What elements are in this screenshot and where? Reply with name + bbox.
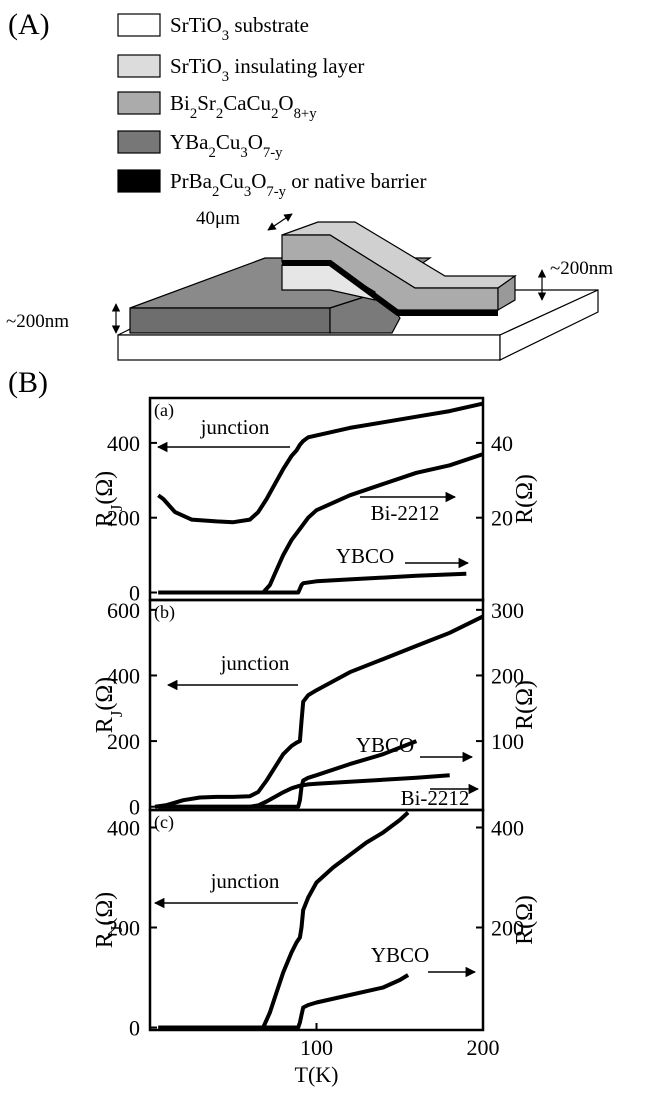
legend-label: SrTiO3 substrate <box>170 13 309 44</box>
x-axis-label: T(K) <box>295 1062 339 1087</box>
data-line <box>157 401 484 525</box>
y2-tick-label: 100 <box>491 729 524 754</box>
data-line <box>158 973 410 1030</box>
x-tick-label: 100 <box>300 1035 333 1060</box>
y2-axis-label: R(Ω) <box>512 474 538 524</box>
panel-label: (c) <box>154 812 174 833</box>
legend-swatch <box>117 54 161 78</box>
legend-swatch <box>117 169 161 193</box>
y2-axis-label: R(Ω) <box>512 895 538 945</box>
data-line <box>154 614 484 809</box>
legend-swatch <box>117 130 161 154</box>
series-label: YBCO <box>371 943 429 967</box>
y-tick-label: 0 <box>129 581 140 606</box>
series-label: YBCO <box>336 544 394 568</box>
y-tick-label: 400 <box>107 816 140 841</box>
legend-label: Bi2Sr2CaCu2O8+y <box>170 91 317 122</box>
y2-tick-label: 400 <box>491 816 524 841</box>
legend-swatch <box>117 91 161 115</box>
y2-tick-label: 200 <box>491 663 524 688</box>
dimension-label: ~200nm <box>550 258 613 279</box>
y-tick-label: 400 <box>107 431 140 456</box>
legend-swatch <box>117 13 161 37</box>
series-label: YBCO <box>356 733 414 757</box>
y2-tick-label: 200 <box>491 916 524 941</box>
dimension-label: ~200nm <box>6 311 69 332</box>
data-line <box>158 571 467 595</box>
plot-frame <box>148 808 485 1032</box>
y-tick-label: 400 <box>107 663 140 688</box>
legend-label: PrBa2Cu3O7-y or native barrier <box>170 169 426 200</box>
device-diagram <box>111 213 599 361</box>
x-tick-label: 200 <box>467 1035 500 1060</box>
data-line <box>158 811 410 1030</box>
y-tick-label: 0 <box>129 1016 140 1041</box>
y-tick-label: 200 <box>107 506 140 531</box>
data-line <box>158 773 450 809</box>
y2-tick-label: 20 <box>491 506 513 531</box>
legend: SrTiO3 substrate SrTiO3 insulating layer B… <box>117 13 426 200</box>
series-label: junction <box>220 651 290 675</box>
y-tick-label: 0 <box>129 795 140 820</box>
panel-label: (b) <box>154 602 175 623</box>
y-tick-label: 200 <box>107 916 140 941</box>
legend-label: YBa2Cu3O7-y <box>170 130 283 161</box>
panel-label: (A) <box>8 8 50 41</box>
panel-label: (B) <box>8 366 48 399</box>
y-tick-label: 600 <box>107 598 140 623</box>
dimension-label: 40μm <box>196 208 240 229</box>
y-tick-label: 200 <box>107 729 140 754</box>
series-label: junction <box>210 869 280 893</box>
y2-tick-label: 40 <box>491 431 513 456</box>
panel-label: (a) <box>154 400 174 421</box>
series-label: Bi-2212 <box>401 786 470 810</box>
y2-axis-label: R(Ω) <box>512 680 538 730</box>
y2-tick-label: 300 <box>491 598 524 623</box>
legend-label: SrTiO3 insulating layer <box>170 54 364 85</box>
series-label: junction <box>200 415 270 439</box>
series-label: Bi-2212 <box>371 501 440 525</box>
